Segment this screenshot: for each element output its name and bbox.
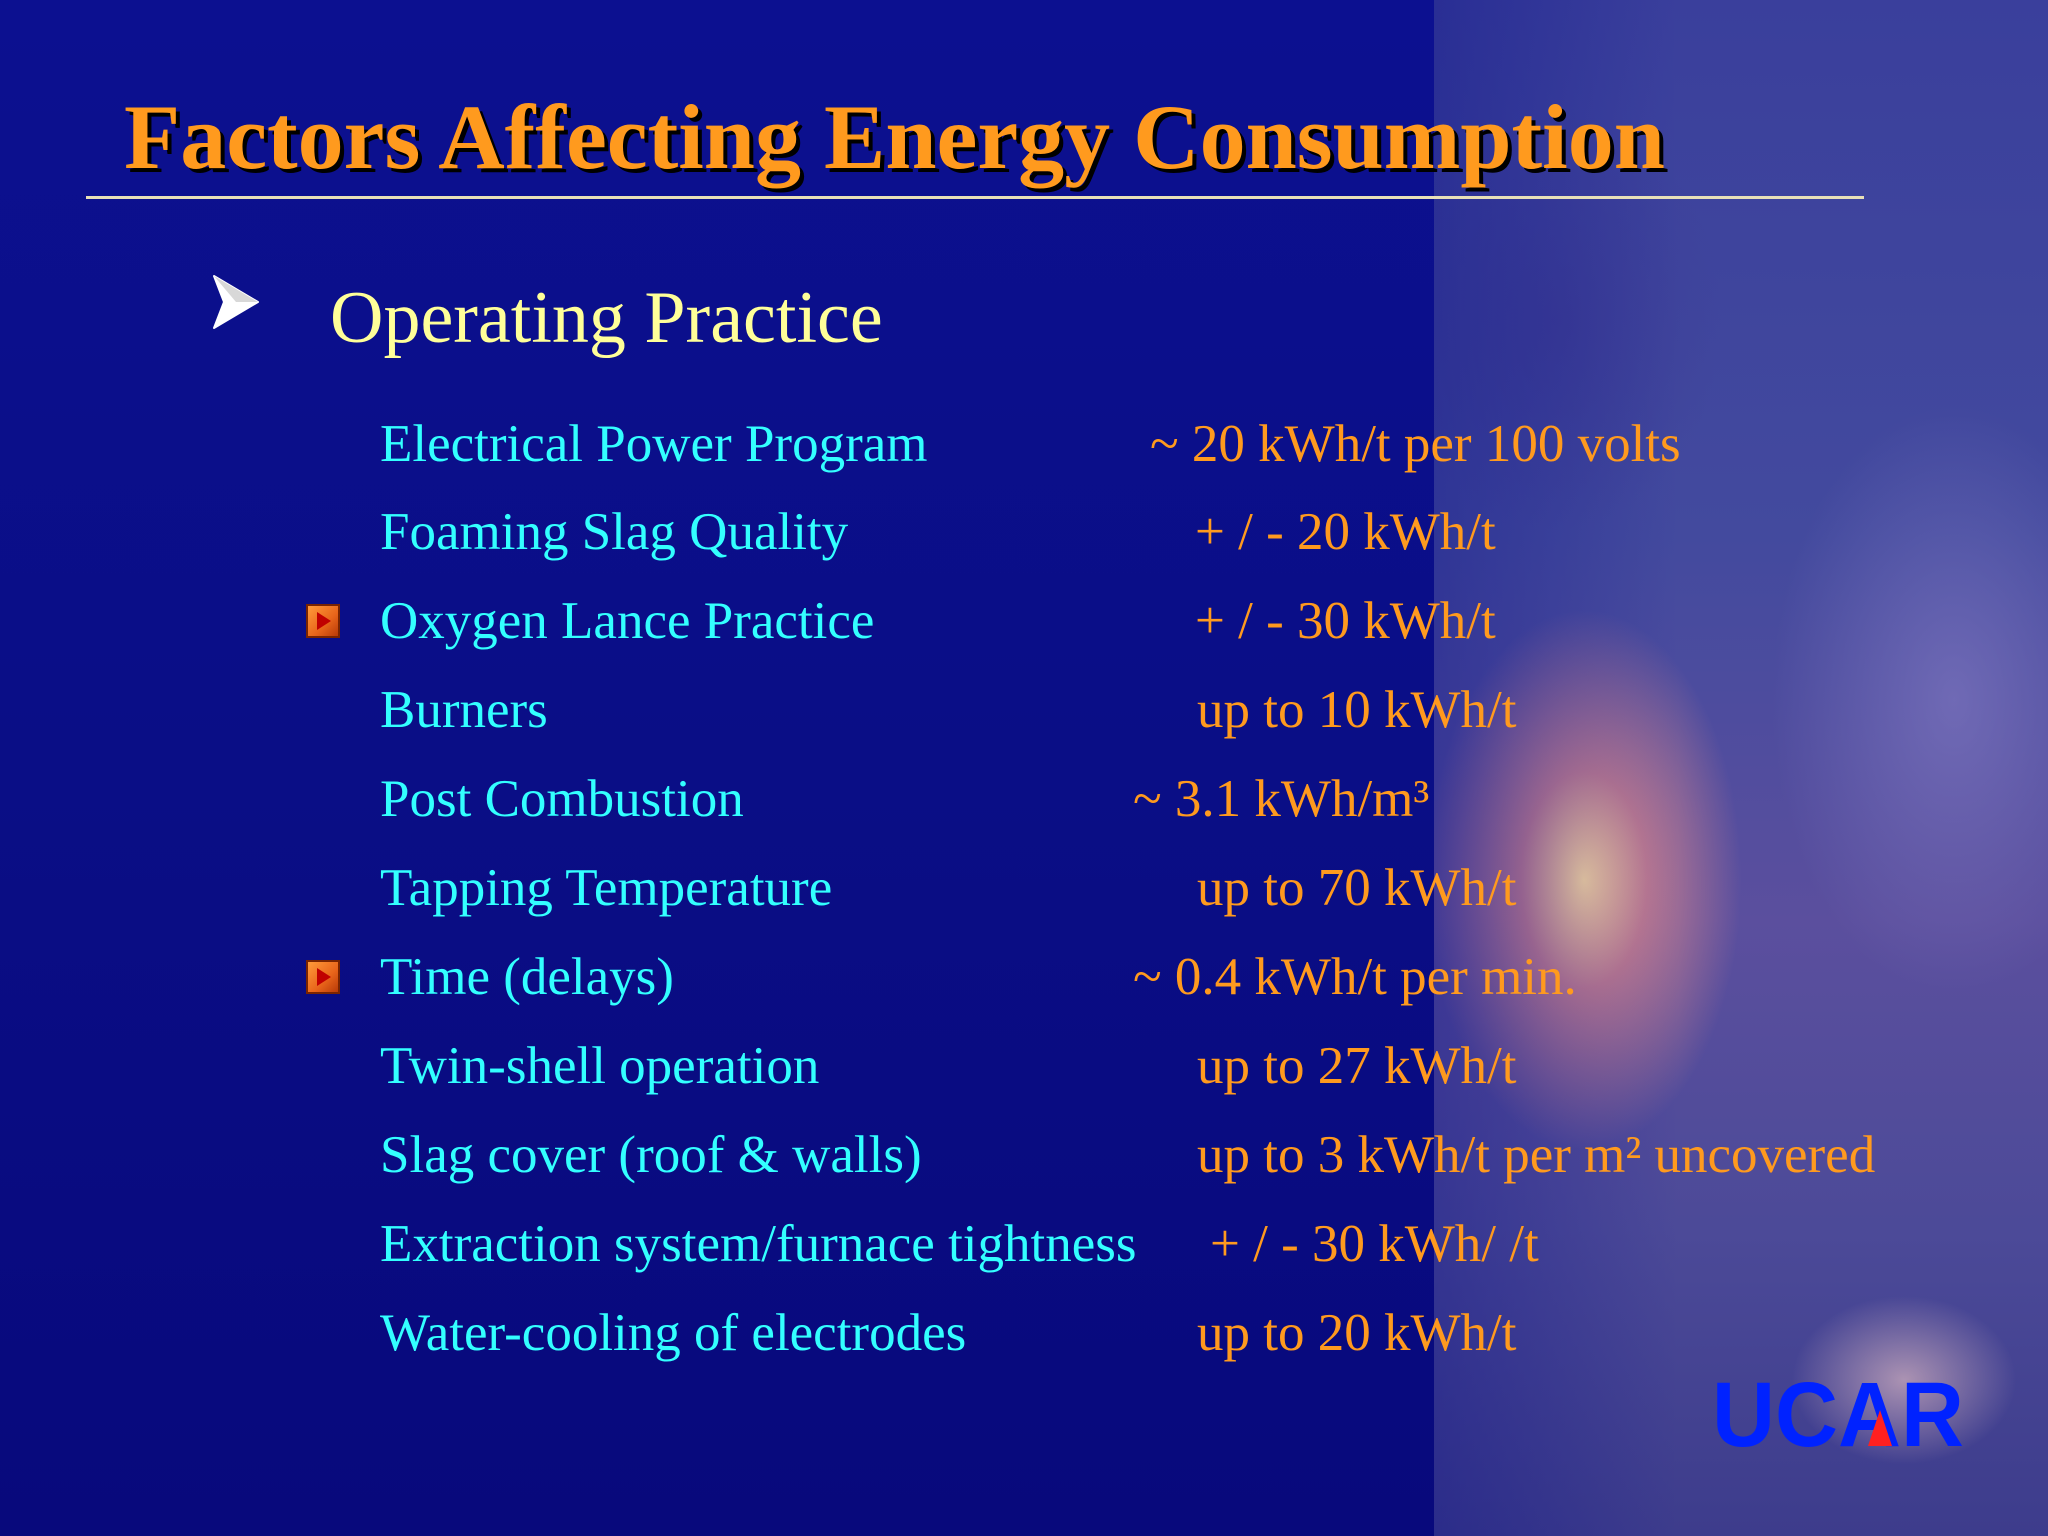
furnace-photo-background [1434, 0, 2048, 1536]
arrowhead-icon [213, 275, 259, 329]
factor-value: up to 70 kWh/t [1197, 859, 1517, 917]
factor-value: up to 20 kWh/t [1197, 1304, 1517, 1362]
factor-value: ~ 0.4 kWh/t per min. [1133, 948, 1577, 1006]
factor-label: Foaming Slag Quality [380, 503, 849, 561]
factor-label: Twin-shell operation [380, 1037, 820, 1095]
factor-label: Extraction system/furnace tightness [380, 1215, 1137, 1273]
play-icon [306, 604, 340, 638]
factor-value: up to 10 kWh/t [1197, 681, 1517, 739]
factor-row: Tapping Temperature up to 70 kWh/t [0, 853, 2048, 923]
factor-row: Post Combustion ~ 3.1 kWh/m³ [0, 764, 2048, 834]
logo-text: UCAR [1712, 1376, 1964, 1452]
factor-label: Oxygen Lance Practice [380, 592, 875, 650]
factor-row: Twin-shell operation up to 27 kWh/t [0, 1031, 2048, 1101]
factor-row: Water-cooling of electrodes up to 20 kWh… [0, 1298, 2048, 1368]
factor-value: ~ 3.1 kWh/m³ [1133, 770, 1430, 828]
section-title: Operating Practice [330, 277, 883, 359]
title-underline [86, 196, 1864, 199]
factor-row: Slag cover (roof & walls) up to 3 kWh/t … [0, 1120, 2048, 1190]
factor-row: Electrical Power Program ~ 20 kWh/t per … [0, 409, 2048, 479]
factor-label: Post Combustion [380, 770, 744, 828]
factor-row: Burners up to 10 kWh/t [0, 675, 2048, 745]
ucar-logo: UCAR [1712, 1376, 1964, 1452]
slide-background [0, 0, 1434, 1536]
factor-row: Oxygen Lance Practice + / - 30 kWh/t [0, 586, 2048, 656]
factor-label: Water-cooling of electrodes [380, 1304, 967, 1362]
factor-row: Foaming Slag Quality + / - 20 kWh/t [0, 497, 2048, 567]
play-icon [306, 960, 340, 994]
factor-value: + / - 20 kWh/t [1195, 503, 1496, 561]
factor-row: Extraction system/furnace tightness + / … [0, 1209, 2048, 1279]
factor-label: Slag cover (roof & walls) [380, 1126, 922, 1184]
factor-label: Tapping Temperature [380, 859, 833, 917]
factor-value: up to 27 kWh/t [1197, 1037, 1517, 1095]
factor-row: Time (delays) ~ 0.4 kWh/t per min. [0, 942, 2048, 1012]
factor-value: + / - 30 kWh/ /t [1210, 1215, 1539, 1273]
factor-label: Electrical Power Program [380, 415, 928, 473]
factor-label: Time (delays) [380, 948, 674, 1006]
factor-value: up to 3 kWh/t per m² uncovered [1197, 1126, 1876, 1184]
slide-title: Factors Affecting Energy Consumption [124, 86, 1665, 188]
factor-value: + / - 30 kWh/t [1195, 592, 1496, 650]
factor-label: Burners [380, 681, 548, 739]
factor-value: ~ 20 kWh/t per 100 volts [1150, 415, 1681, 473]
